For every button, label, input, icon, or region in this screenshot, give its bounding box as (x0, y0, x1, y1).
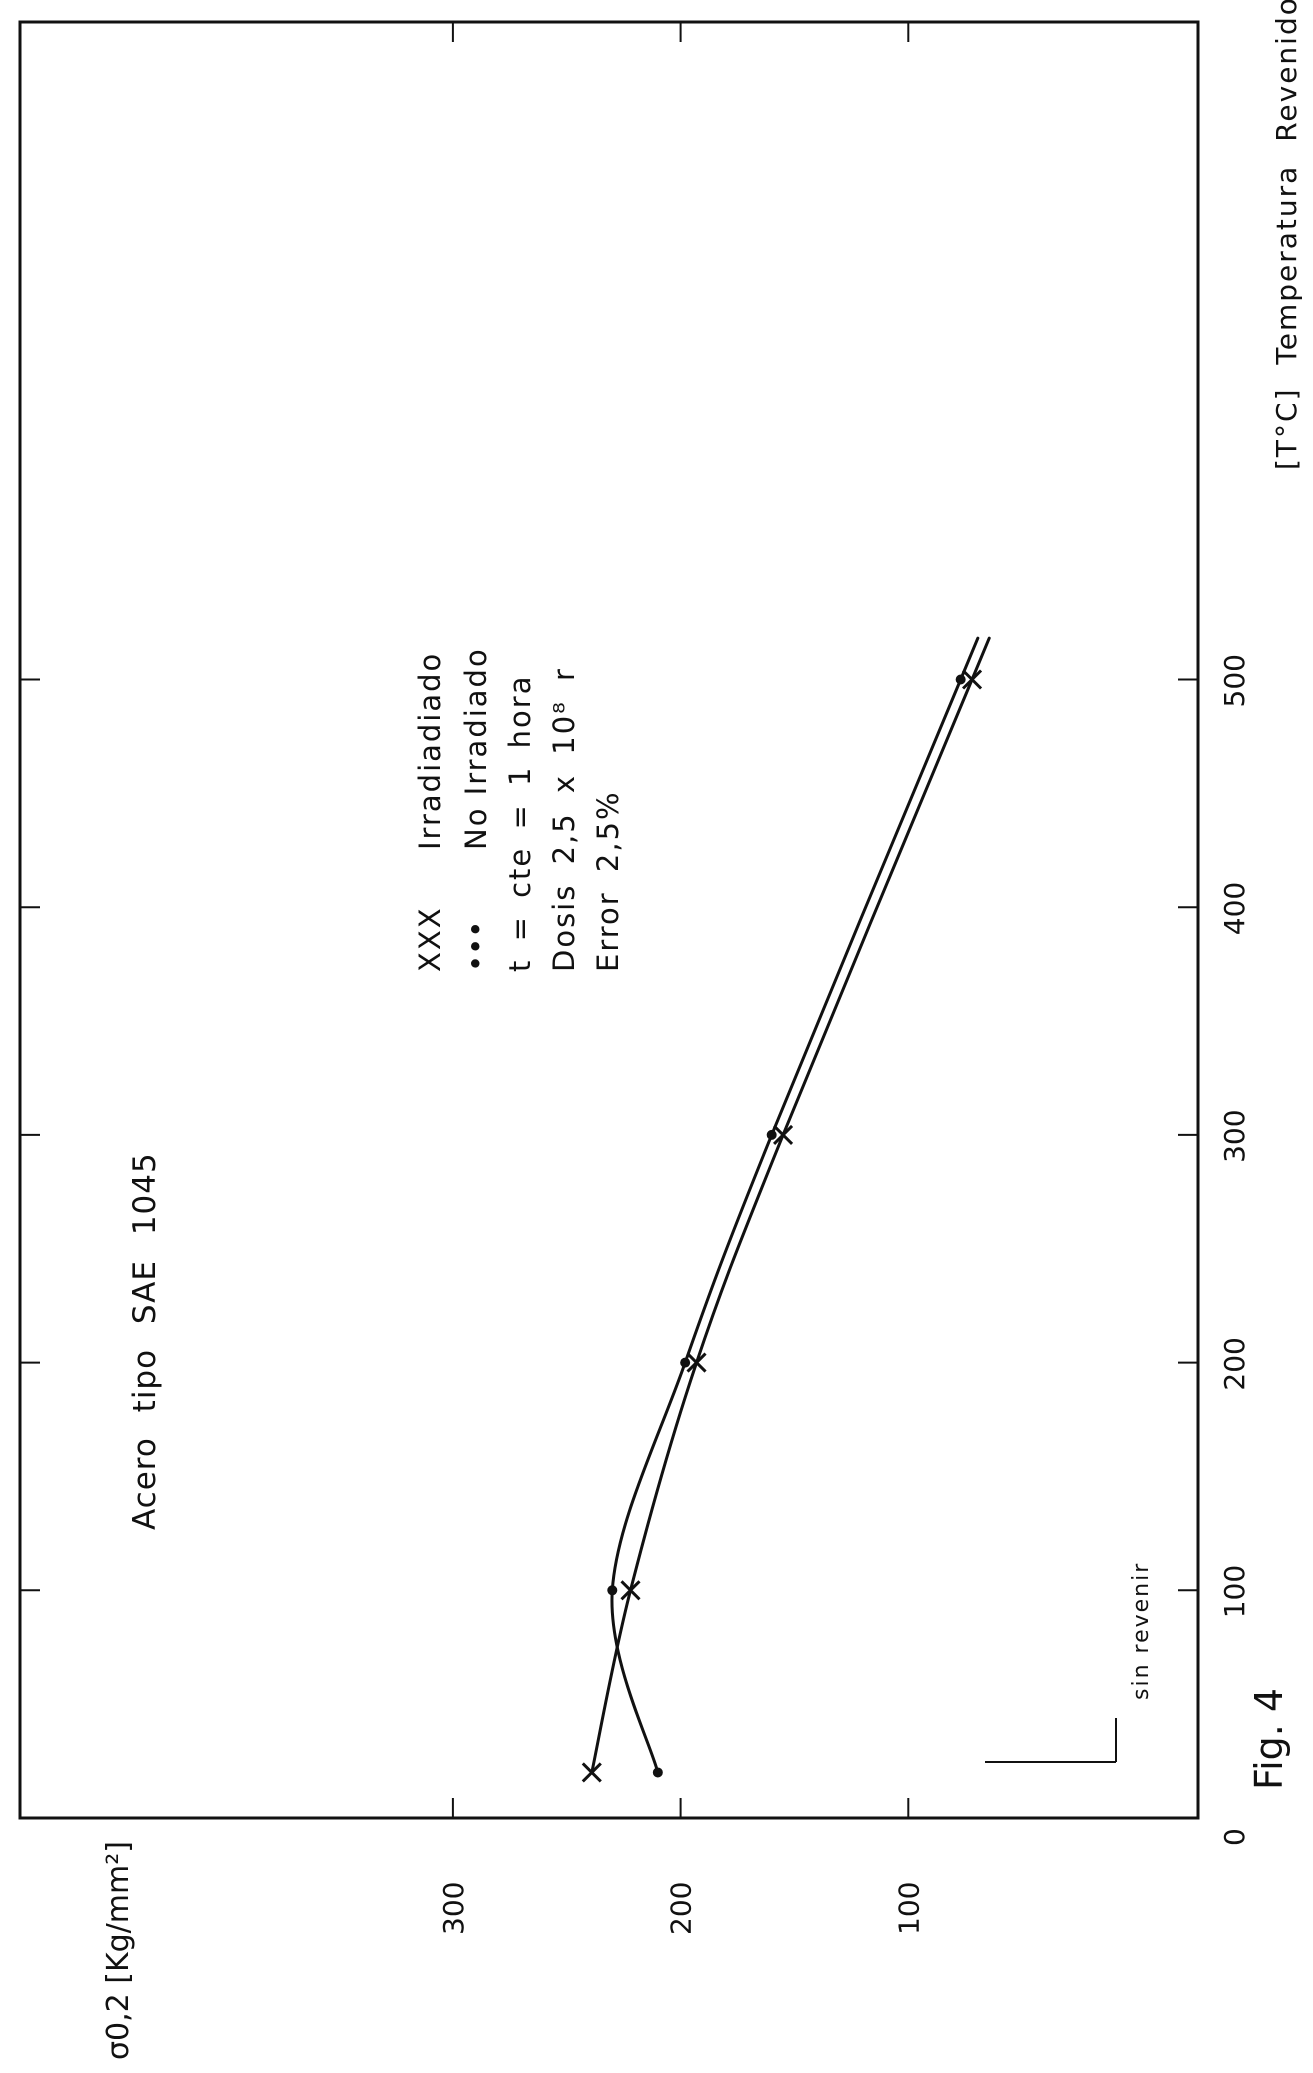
legend-marker-no-irradiado: ••• (459, 921, 493, 972)
series-curves (590, 636, 991, 1773)
figure-label: Fig. 4 (1247, 1688, 1291, 1790)
legend-marker-irradiado: XXX (413, 906, 447, 972)
x-tick-label: 400 (1218, 882, 1251, 935)
data-point-no-irradiado (680, 1357, 691, 1368)
data-point-irradiado (961, 669, 983, 690)
plot-frame (18, 20, 1200, 1820)
data-point-no-irradiado (766, 1129, 777, 1140)
data-point-irradiado (773, 1124, 794, 1145)
data-point-no-irradiado (652, 1767, 663, 1778)
y-tick-label: 100 (892, 1882, 925, 1935)
series-line-irradiado (590, 636, 991, 1773)
legend-note-time: t = cte = 1 hora (503, 675, 537, 972)
series-line-no-irradiado (610, 636, 980, 1773)
series-markers (581, 669, 983, 1783)
tick-labels: 0 100 200 300 400 500 100 200 300 (437, 654, 1251, 1935)
legend-label-no-irradiado: No Irradiado (459, 647, 493, 850)
chart-title: Acero tipo SAE 1045 (127, 1152, 163, 1530)
y-tick-label: 200 (665, 1882, 698, 1935)
data-point-irradiado (686, 1352, 707, 1373)
legend-note-dosis: Dosis 2,5 x 10⁸ r (547, 667, 581, 972)
legend: XXX Irradiadiado ••• No Irradiado t = ct… (413, 647, 625, 972)
data-point-irradiado (620, 1580, 641, 1601)
legend-label-irradiado: Irradiadiado (413, 652, 447, 850)
x-tick-label: 500 (1218, 654, 1251, 707)
sin-revenir-label: sin revenir (1129, 1562, 1154, 1700)
x-tick-label: 100 (1218, 1565, 1251, 1618)
y-tick-label: 300 (437, 1882, 470, 1935)
x-tick-label: 0 (1218, 1828, 1251, 1846)
data-point-no-irradiado (955, 674, 966, 685)
data-point-no-irradiado (607, 1585, 618, 1596)
data-point-irradiado (581, 1762, 602, 1783)
y-axis-label: σ0,2 [Kg/mm²] (101, 1841, 136, 2060)
x-tick-label: 300 (1218, 1109, 1251, 1162)
axis-ticks (20, 22, 1198, 1818)
legend-note-error: Error 2,5% (591, 790, 625, 972)
x-tick-label: 200 (1218, 1337, 1251, 1390)
x-axis-label: [T°C] Temperatura Revenido (1270, 0, 1303, 470)
